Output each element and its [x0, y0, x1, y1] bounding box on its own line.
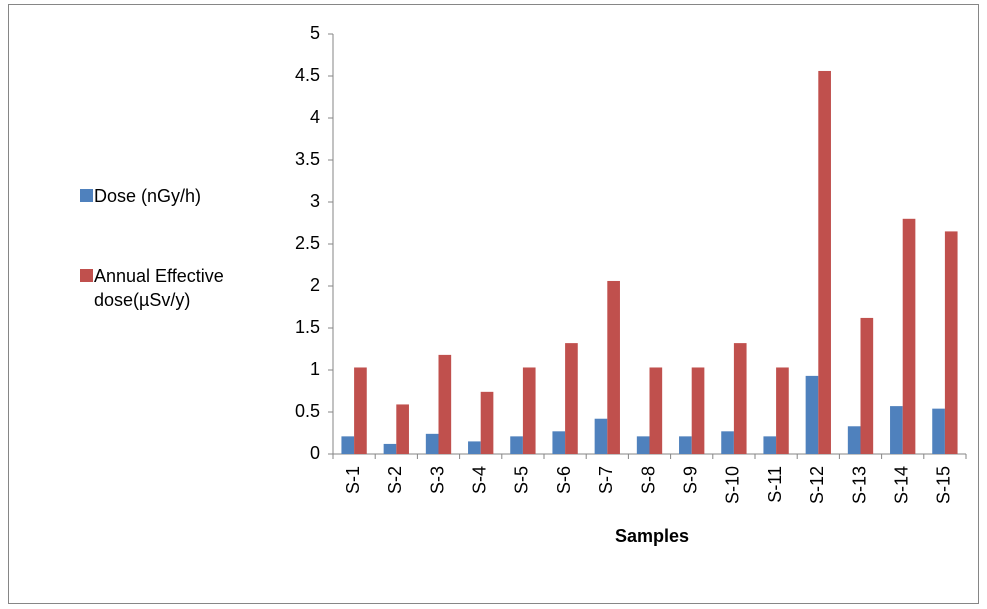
bar	[480, 391, 494, 454]
y-tick-label: 4.5	[295, 65, 320, 85]
x-tick-label: S-11	[765, 466, 785, 503]
bar	[522, 367, 536, 454]
bar	[649, 367, 663, 454]
bar	[902, 218, 916, 454]
bar	[944, 231, 958, 454]
x-tick-label: S-13	[849, 466, 869, 504]
x-axis-title: Samples	[615, 526, 689, 546]
chart-border	[8, 4, 979, 604]
bar	[691, 367, 705, 454]
x-tick-label: S-2	[385, 466, 405, 494]
x-tick-label: S-8	[638, 466, 658, 494]
legend-swatch	[80, 269, 93, 282]
bar	[510, 436, 523, 454]
bar	[594, 418, 608, 454]
bar	[860, 317, 874, 454]
y-tick-label: 2	[310, 275, 320, 295]
bar	[805, 375, 819, 454]
bar	[818, 70, 831, 455]
x-tick-label: S-12	[807, 466, 827, 504]
bar	[776, 367, 789, 454]
x-tick-label: S-15	[934, 466, 954, 504]
bar	[468, 441, 481, 454]
legend-label: Dose (nGy/h)	[94, 186, 202, 206]
x-tick-label: S-9	[680, 466, 700, 494]
x-tick-label: S-6	[554, 466, 574, 494]
bar	[396, 404, 409, 454]
x-tick-label: S-10	[723, 466, 743, 504]
bar	[383, 443, 397, 454]
bar	[636, 436, 650, 454]
bar	[607, 280, 620, 454]
bar	[552, 431, 566, 454]
bar	[425, 433, 439, 454]
bar	[733, 343, 747, 454]
bar	[721, 431, 734, 454]
y-tick-label: 3	[310, 191, 320, 211]
bar	[565, 343, 578, 454]
x-tick-label: S-7	[596, 466, 616, 494]
legend-swatch	[80, 189, 93, 202]
legend-label: Annual Effective dose(µSv/y)	[94, 266, 224, 310]
x-tick-label: S-1	[343, 466, 363, 494]
x-tick-label: S-14	[891, 466, 911, 504]
y-tick-label: 2.5	[295, 233, 320, 253]
y-tick-label: 0	[310, 443, 320, 463]
y-tick-label: 4	[310, 107, 320, 127]
bar	[341, 436, 355, 454]
bar	[890, 406, 903, 454]
bar	[354, 367, 367, 454]
x-tick-label: S-4	[469, 466, 489, 494]
y-tick-label: 5	[310, 23, 320, 43]
x-tick-label: S-5	[512, 466, 532, 494]
y-tick-label: 1.5	[295, 317, 320, 337]
y-tick-label: 3.5	[295, 149, 320, 169]
bar	[932, 408, 945, 454]
bar	[847, 426, 861, 454]
x-tick-label: S-3	[427, 466, 447, 494]
bar	[438, 354, 452, 454]
y-tick-label: 1	[310, 359, 320, 379]
legend-item: Annual Effective dose(µSv/y)	[80, 264, 270, 312]
legend-item: Dose (nGy/h)	[80, 184, 270, 208]
bar	[763, 436, 777, 454]
bar	[679, 436, 692, 454]
y-tick-label: 0.5	[295, 401, 320, 421]
